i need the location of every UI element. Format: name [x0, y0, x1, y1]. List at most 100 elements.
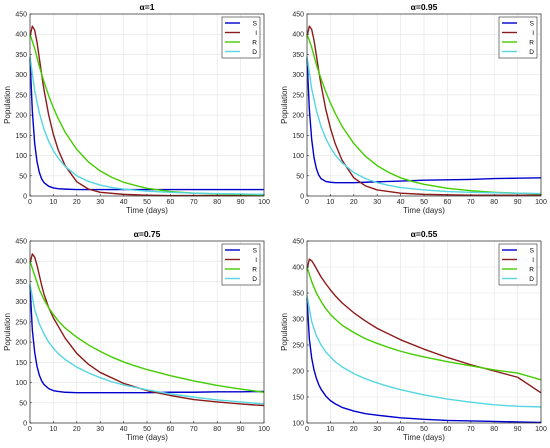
panel-4: 0 10 20 30 40 50 60 70 80 90 100 100 150 200 250 300 350…: [280, 229, 547, 442]
legend-label-R: R: [252, 39, 257, 46]
y-tick-label: 200: [292, 113, 304, 120]
y-tick-label: 400: [292, 265, 304, 272]
x-tick-label: 90: [514, 426, 522, 433]
x-tick-label: 10: [327, 199, 335, 206]
y-tick-label: 450: [15, 239, 27, 246]
y-tick-label: 250: [292, 92, 304, 99]
x-axis-label: Time (days): [403, 433, 445, 442]
x-tick-label: 10: [50, 426, 58, 433]
legend-label-D: D: [252, 276, 257, 283]
x-tick-label: 100: [535, 199, 547, 206]
y-tick-label: 300: [15, 299, 27, 306]
y-tick-label: 200: [15, 340, 27, 347]
series-line-R: [306, 33, 542, 195]
x-tick-label: 30: [96, 426, 104, 433]
x-axis-label: Time (days): [126, 206, 168, 215]
y-tick-label: 150: [292, 133, 304, 140]
x-tick-label: 90: [237, 426, 245, 433]
series-line-I: [306, 25, 541, 196]
legend-label-S: S: [253, 20, 258, 27]
x-tick-label: 80: [490, 426, 498, 433]
x-tick-label: 10: [327, 426, 335, 433]
series-line-S: [306, 298, 542, 424]
legend-label-R: R: [529, 39, 534, 46]
series-line-S: [29, 285, 265, 394]
y-tick-label: 50: [296, 173, 304, 180]
panel-title: α=0.75: [134, 229, 161, 239]
series-line-I: [306, 258, 542, 394]
series-line-R: [306, 266, 542, 381]
x-tick-label: 40: [397, 199, 405, 206]
y-tick-label: 400: [15, 32, 27, 39]
y-tick-label: 350: [292, 291, 304, 298]
y-tick-label: 250: [15, 92, 27, 99]
legend-label-R: R: [529, 266, 534, 273]
legend-label-I: I: [532, 30, 534, 37]
x-tick-label: 70: [190, 426, 198, 433]
y-axis-label: Population: [280, 313, 289, 351]
x-tick-label: 60: [444, 426, 452, 433]
y-tick-label: 400: [292, 32, 304, 39]
x-tick-label: 60: [167, 199, 175, 206]
x-tick-label: 60: [444, 199, 452, 206]
y-tick-label: 200: [292, 369, 304, 376]
x-tick-label: 20: [73, 199, 81, 206]
x-tick-label: 40: [397, 426, 405, 433]
y-tick-label: 0: [23, 194, 27, 201]
y-tick-label: 450: [292, 239, 304, 246]
x-tick-label: 20: [350, 426, 358, 433]
y-tick-label: 300: [292, 72, 304, 79]
y-tick-label: 300: [15, 72, 27, 79]
legend-label-I: I: [255, 30, 257, 37]
panel-title: α=0.95: [411, 2, 438, 12]
y-tick-label: 250: [15, 319, 27, 326]
y-axis-label: Population: [3, 86, 12, 124]
panel-title: α=1: [140, 2, 155, 12]
y-tick-label: 150: [15, 133, 27, 140]
x-tick-label: 30: [373, 426, 381, 433]
x-tick-label: 0: [305, 426, 309, 433]
y-tick-label: 250: [292, 343, 304, 350]
x-tick-label: 40: [120, 426, 128, 433]
x-tick-label: 10: [50, 199, 58, 206]
legend-label-D: D: [252, 49, 257, 56]
x-tick-label: 40: [120, 199, 128, 206]
y-tick-label: 150: [292, 395, 304, 402]
y-tick-label: 200: [15, 113, 27, 120]
y-axis-label: Population: [280, 86, 289, 124]
y-tick-label: 0: [23, 421, 27, 428]
x-tick-label: 80: [213, 426, 221, 433]
x-tick-label: 50: [143, 426, 151, 433]
x-tick-label: 90: [237, 199, 245, 206]
y-tick-label: 350: [292, 52, 304, 59]
x-tick-label: 100: [258, 426, 270, 433]
x-tick-label: 50: [420, 199, 428, 206]
y-tick-label: 400: [15, 259, 27, 266]
panel-3: 0 10 20 30 40 50 60 70 80 90 100 0 50 100 150 200 250 300…: [3, 229, 270, 442]
x-axis-label: Time (days): [126, 433, 168, 442]
legend-label-D: D: [529, 49, 534, 56]
x-tick-label: 0: [28, 199, 32, 206]
panel-1: 0 10 20 30 40 50 60 70 80 90 100 0 50 100 150 200 250 300…: [3, 2, 270, 215]
series-line-R: [29, 261, 265, 393]
y-tick-label: 450: [292, 12, 304, 19]
series-line-S: [29, 58, 264, 191]
y-tick-label: 150: [15, 360, 27, 367]
series-line-D: [29, 56, 265, 196]
y-tick-label: 350: [15, 279, 27, 286]
x-tick-label: 100: [535, 426, 547, 433]
y-tick-label: 0: [300, 194, 304, 201]
x-tick-label: 50: [143, 199, 151, 206]
x-tick-label: 30: [96, 199, 104, 206]
x-axis-label: Time (days): [403, 206, 445, 215]
x-tick-label: 70: [467, 199, 475, 206]
y-tick-label: 100: [15, 153, 27, 160]
y-tick-label: 100: [292, 153, 304, 160]
series-line-I: [29, 253, 265, 407]
series-line-D: [29, 283, 265, 405]
x-tick-label: 0: [28, 426, 32, 433]
legend-label-S: S: [253, 247, 258, 254]
